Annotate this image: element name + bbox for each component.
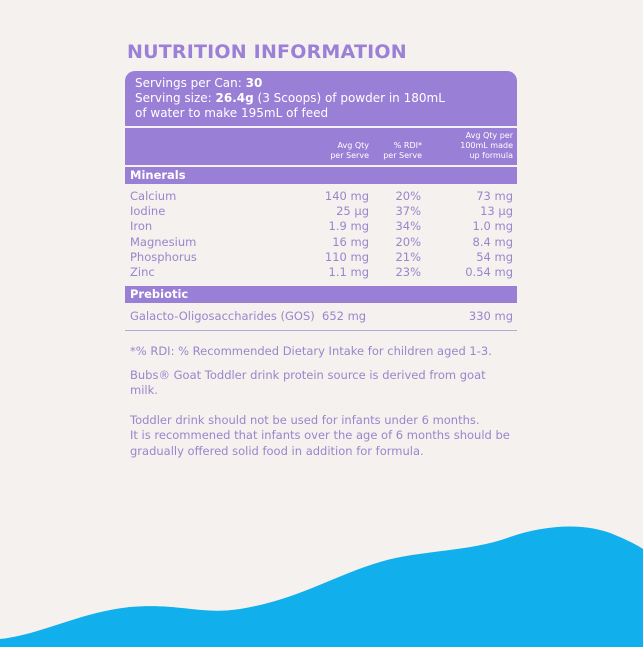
nutrient-formula: 330 mg [468,309,513,324]
rdi-footnote: *% RDI: % Recommended Dietary Intake for… [130,344,492,359]
section-heading-prebiotic: Prebiotic [125,286,517,304]
nutrient-name: Calcium [130,189,177,203]
table-row: Iodine 25 µg 37% 13 µg [125,204,517,219]
column-header-rdi-line1: % RDI* [393,141,422,150]
nutrient-rdi: 34% [395,219,421,234]
column-header-avg-qty-line1: Avg Qty [337,141,369,150]
nutrition-table: Servings per Can: 30 Serving size: 26.4g… [125,71,517,332]
servings-label: Servings per Can: [135,76,246,90]
nutrient-formula: 1.0 mg [472,219,513,234]
nutrient-qty: 652 mg [322,309,367,324]
column-header-avg-qty: Avg Qty per Serve [330,141,369,161]
nutrient-formula: 73 mg [476,189,513,203]
serving-size: Serving size: 26.4g (3 Scoops) of powder… [135,91,507,106]
column-header-rdi: % RDI* per Serve [383,141,422,161]
column-header-formula-line2: 100mL made [460,141,513,150]
warning-line-1: Toddler drink should not be used for inf… [130,412,480,427]
decorative-wave [0,526,643,647]
nutrient-qty: 16 mg [332,234,369,249]
nutrient-name: Iron [130,219,153,234]
nutrient-qty: 140 mg [324,189,369,203]
table-row: Galacto-Oligosaccharides (GOS) 652 mg 33… [125,309,517,324]
column-header-formula: Avg Qty per 100mL made up formula [460,131,513,161]
footnotes: *% RDI: % Recommended Dietary Intake for… [125,344,517,459]
column-headers: Avg Qty per Serve % RDI* per Serve Avg Q… [125,128,517,165]
column-header-formula-line3: up formula [469,151,513,160]
servings-value: 30 [245,76,263,90]
nutrient-name: Galacto-Oligosaccharides (GOS) [130,309,315,324]
table-row: Zinc 1.1 mg 23% 0.54 mg [125,265,517,280]
serving-size-label: Serving size: [135,91,216,105]
nutrient-name: Magnesium [130,234,197,249]
servings-per-can: Servings per Can: 30 [135,76,507,91]
nutrient-formula: 13 µg [480,204,513,219]
nutrient-rdi: 20% [395,189,421,203]
table-row: Iron 1.9 mg 34% 1.0 mg [125,219,517,234]
nutrient-rdi: 20% [395,234,421,249]
warning-line-2: It is recommened that infants over the a… [130,428,510,443]
nutrient-qty: 1.1 mg [328,264,369,279]
column-header-formula-line1: Avg Qty per [465,131,513,140]
nutrient-formula: 54 mg [476,249,513,264]
serving-feed: of water to make 195mL of feed [135,106,329,120]
nutrient-qty: 110 mg [324,249,369,264]
serving-size-rest: (3 Scoops) of powder in 180mL [253,91,445,105]
nutrient-qty: 25 µg [336,204,369,219]
nutrient-name: Iodine [130,204,166,219]
nutrient-name: Phosphorus [130,249,197,264]
nutrient-qty: 1.9 mg [328,219,369,234]
serving-info: Servings per Can: 30 Serving size: 26.4g… [125,71,517,126]
page-title: NUTRITION INFORMATION [127,41,407,63]
section-heading-minerals: Minerals [125,167,517,184]
nutrient-formula: 0.54 mg [465,264,513,279]
nutrient-formula: 8.4 mg [472,234,513,249]
wave-shape [0,526,643,647]
table-row: Phosphorus 110 mg 21% 54 mg [125,250,517,265]
column-header-rdi-line2: per Serve [383,151,422,160]
nutrient-name: Zinc [130,264,155,279]
column-header-avg-qty-line2: per Serve [330,151,369,160]
serving-size-value: 26.4g [215,91,254,105]
nutrient-rdi: 23% [395,264,421,279]
table-row: Magnesium 16 mg 20% 8.4 mg [125,235,517,250]
table-row: Calcium 140 mg 20% 73 mg [125,189,517,204]
protein-note: Bubs® Goat Toddler drink protein source … [130,367,486,398]
prebiotic-rows: Galacto-Oligosaccharides (GOS) 652 mg 33… [125,303,517,332]
minerals-rows: Calcium 140 mg 20% 73 mg Iodine 25 µg 37… [125,184,517,284]
nutrition-panel-wrapper: NUTRITION INFORMATION Servings per Can: … [125,40,517,459]
nutrient-rdi: 37% [395,204,421,219]
nutrient-rdi: 21% [395,249,421,264]
warning-line-3: gradually offered solid food in addition… [130,443,424,458]
